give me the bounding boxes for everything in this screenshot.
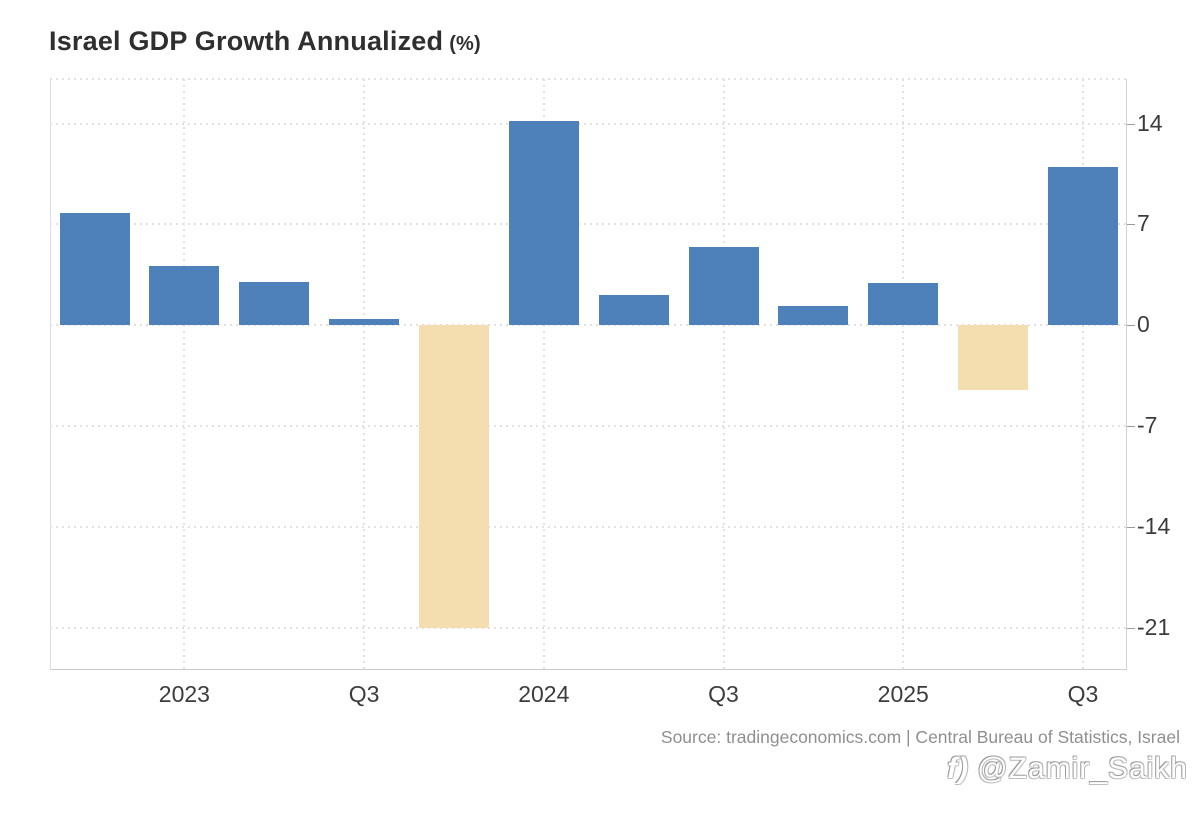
y-axis-tick <box>1127 325 1135 327</box>
bar-q4-2023 <box>418 325 489 628</box>
plot-top-border <box>50 78 1127 80</box>
gridline-vertical <box>363 79 366 670</box>
bar-q2-2024 <box>598 294 669 326</box>
social-media-icon: f) <box>947 752 970 785</box>
plot-area <box>50 79 1127 670</box>
bar-q2-2025 <box>958 325 1029 390</box>
x-axis-label: 2024 <box>518 681 570 707</box>
y-axis-label: -7 <box>1137 411 1158 438</box>
bar-q3-2024 <box>688 247 759 326</box>
y-axis-label: 0 <box>1137 311 1150 338</box>
x-axis-label: 2023 <box>158 681 210 707</box>
bar-q4-2024 <box>778 306 849 326</box>
gridline-horizontal <box>50 122 1127 125</box>
y-axis-tick <box>1127 627 1135 629</box>
chart-title: Israel GDP Growth Annualized (%) <box>49 26 481 57</box>
y-axis-label: 7 <box>1137 210 1150 237</box>
bar-q3-2025 <box>1047 166 1118 326</box>
gridline-horizontal <box>50 424 1127 427</box>
y-axis-tick <box>1127 123 1135 125</box>
y-axis-label: 14 <box>1137 109 1163 136</box>
gridline-vertical <box>902 79 905 670</box>
gridline-horizontal <box>50 626 1127 629</box>
x-axis-label: Q3 <box>708 681 739 707</box>
y-axis-tick <box>1127 224 1135 226</box>
bar-q1-2024 <box>508 120 579 326</box>
gridline-horizontal <box>50 324 1127 327</box>
chart-title-text: Israel GDP Growth Annualized <box>49 26 444 56</box>
gridline-horizontal <box>50 223 1127 226</box>
y-axis-tick <box>1127 526 1135 528</box>
bar-q2-2023 <box>239 281 310 326</box>
chart-title-unit: (%) <box>449 33 481 55</box>
bar-q4-2022 <box>59 212 130 326</box>
bar-q3-2023 <box>329 319 400 326</box>
gridline-horizontal <box>50 525 1127 528</box>
x-axis-label: 2025 <box>877 681 929 707</box>
source-attribution: Source: tradingeconomics.com | Central B… <box>660 727 1180 747</box>
x-axis-label: Q3 <box>1067 681 1099 707</box>
gridline-vertical <box>542 79 545 670</box>
watermark: f) @Zamir_Saikh <box>947 752 1188 786</box>
gridline-vertical <box>1081 79 1084 670</box>
gridline-vertical <box>722 79 725 670</box>
watermark-handle: @Zamir_Saikh <box>977 752 1188 785</box>
bar-q1-2023 <box>149 266 220 326</box>
x-axis-label: Q3 <box>348 681 380 707</box>
y-axis-label: -14 <box>1137 512 1171 539</box>
y-axis-label: -21 <box>1137 613 1171 640</box>
y-axis-tick <box>1127 425 1135 427</box>
bar-q1-2025 <box>868 283 939 326</box>
gridline-vertical <box>183 79 186 670</box>
